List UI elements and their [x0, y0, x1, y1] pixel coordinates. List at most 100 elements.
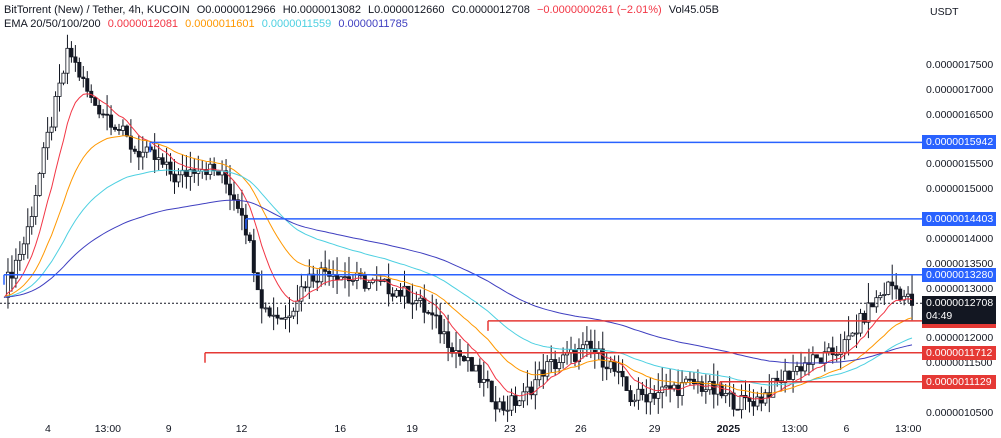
candle [810, 354, 815, 365]
candle [842, 339, 847, 354]
candle [600, 348, 605, 368]
candle [279, 317, 284, 320]
candle [17, 253, 22, 261]
price-tick: 0.0000015500 [926, 158, 994, 171]
candle [263, 307, 268, 310]
candle [521, 391, 526, 402]
candle [346, 276, 351, 282]
candle [703, 389, 708, 392]
candle [180, 169, 185, 176]
candle [283, 317, 288, 320]
candle [299, 286, 304, 302]
ema20-value: 0.0000012081 [107, 18, 179, 30]
candle [315, 280, 320, 283]
candle [231, 194, 236, 201]
currency-label: USDT [930, 6, 959, 18]
candle [545, 361, 550, 377]
candle [874, 297, 879, 308]
time-tick: 19 [406, 423, 418, 435]
current-price-value: 0.0000012708 [926, 297, 994, 310]
candle [664, 385, 669, 388]
candle [628, 390, 633, 403]
candle [57, 82, 62, 97]
candle [739, 395, 744, 411]
candle [61, 72, 66, 84]
candle [271, 314, 276, 317]
candle [493, 401, 498, 410]
candle [144, 146, 149, 153]
candle [204, 169, 209, 175]
candle [775, 377, 780, 382]
candle [45, 131, 50, 149]
candle [402, 285, 407, 297]
candle [406, 285, 411, 304]
candle [814, 354, 819, 359]
candle [588, 340, 593, 350]
candle [235, 199, 240, 209]
candle [509, 395, 514, 411]
candle [541, 369, 546, 377]
candle [505, 409, 510, 412]
candle [275, 314, 280, 319]
candle [291, 310, 296, 317]
candle [136, 150, 141, 158]
candle [228, 183, 233, 196]
candle [335, 274, 340, 281]
candle [156, 157, 161, 160]
candle [604, 366, 609, 370]
candle [97, 104, 102, 115]
candle [533, 379, 538, 396]
ema50-value: 0.0000011601 [185, 18, 255, 30]
candle [818, 357, 823, 364]
candle [128, 135, 133, 150]
candle [676, 384, 681, 396]
open-value: O0.0000012966 [196, 4, 276, 16]
candle [553, 359, 558, 370]
candle [386, 278, 391, 295]
candle [259, 289, 264, 309]
candle [799, 366, 804, 372]
candle [850, 332, 855, 337]
candle [184, 169, 189, 177]
candle [120, 125, 125, 131]
candle [886, 281, 891, 295]
candle [362, 275, 367, 289]
candle [624, 376, 629, 391]
candle [767, 392, 772, 398]
candle [755, 396, 760, 407]
ema200-value: 0.0000011785 [338, 18, 408, 30]
candle [878, 295, 883, 299]
candle [477, 364, 482, 383]
candle [140, 151, 145, 158]
candle [576, 348, 581, 362]
price-tick: 0.0000011500 [926, 357, 993, 370]
candle [124, 125, 129, 137]
candle [25, 226, 30, 245]
candle [834, 354, 839, 356]
candle [394, 290, 399, 297]
candle [687, 378, 692, 381]
ema-20-line [3, 93, 913, 400]
candle [711, 380, 716, 395]
candle [648, 392, 653, 403]
change-value: −0.0000000261 (−2.01%) [536, 4, 662, 16]
candle [247, 234, 252, 241]
low-value: L0.0000012660 [368, 4, 445, 16]
price-tick: 0.0000014000 [926, 232, 994, 245]
candle [557, 362, 562, 370]
candle [426, 311, 431, 314]
time-tick: 12 [235, 423, 248, 435]
candle [224, 170, 229, 185]
ema-label: EMA 20/50/100/200 [4, 18, 101, 30]
candle [13, 259, 18, 279]
candle [323, 267, 328, 272]
time-tick: 13:00 [895, 423, 922, 435]
pair-label: BitTorrent (New) / Tether, 4h, KUCOIN [4, 4, 190, 16]
candle [343, 276, 348, 279]
candle [93, 97, 98, 106]
high-value: H0.0000013082 [282, 4, 361, 16]
candle [132, 148, 137, 152]
candle [822, 351, 827, 364]
resistance-level-tag: 0.0000015942 [922, 135, 996, 150]
